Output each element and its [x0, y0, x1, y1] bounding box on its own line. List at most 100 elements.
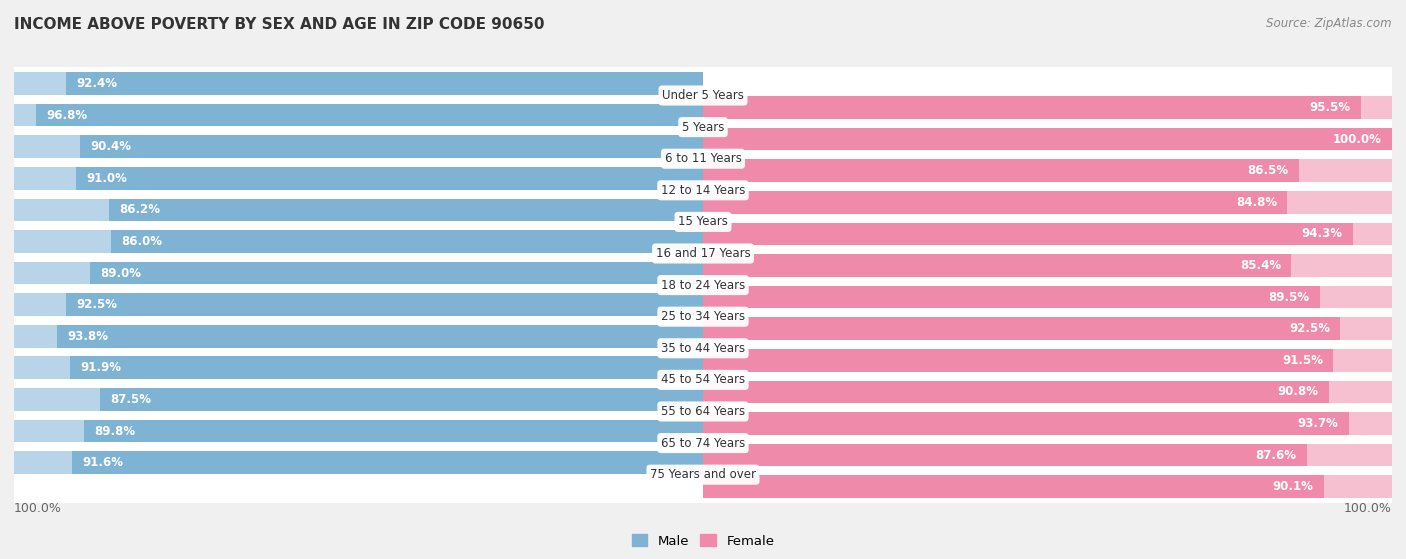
Text: 92.5%: 92.5% — [1289, 322, 1330, 335]
Bar — [84, 420, 703, 442]
Text: 12 to 14 Years: 12 to 14 Years — [661, 184, 745, 197]
Bar — [703, 96, 1361, 119]
Bar — [703, 444, 1306, 466]
Bar — [703, 318, 1340, 340]
Bar — [703, 444, 1392, 466]
Bar — [14, 135, 703, 158]
Bar — [66, 72, 703, 95]
Bar — [14, 357, 703, 379]
Text: 92.5%: 92.5% — [76, 298, 117, 311]
Bar — [703, 349, 1333, 372]
Bar — [703, 381, 1329, 403]
Bar — [703, 191, 1392, 214]
Text: 91.0%: 91.0% — [86, 172, 128, 185]
Bar — [14, 293, 703, 316]
FancyBboxPatch shape — [0, 339, 1406, 421]
Bar — [703, 475, 1323, 498]
FancyBboxPatch shape — [0, 307, 1406, 390]
Text: 92.4%: 92.4% — [77, 77, 118, 90]
Text: 25 to 34 Years: 25 to 34 Years — [661, 310, 745, 323]
Text: 55 to 64 Years: 55 to 64 Years — [661, 405, 745, 418]
Bar — [14, 72, 703, 95]
Text: 86.0%: 86.0% — [121, 235, 162, 248]
Bar — [703, 159, 1299, 182]
Text: 91.9%: 91.9% — [80, 361, 121, 375]
Bar — [110, 198, 703, 221]
Bar — [72, 451, 703, 474]
Text: INCOME ABOVE POVERTY BY SEX AND AGE IN ZIP CODE 90650: INCOME ABOVE POVERTY BY SEX AND AGE IN Z… — [14, 17, 544, 32]
Bar — [14, 262, 703, 285]
Bar — [66, 293, 703, 316]
FancyBboxPatch shape — [0, 402, 1406, 484]
Bar — [703, 222, 1392, 245]
Text: 15 Years: 15 Years — [678, 215, 728, 229]
Text: 94.3%: 94.3% — [1302, 228, 1343, 240]
Text: 90.8%: 90.8% — [1277, 385, 1319, 399]
Text: 45 to 54 Years: 45 to 54 Years — [661, 373, 745, 386]
FancyBboxPatch shape — [0, 86, 1406, 168]
Text: 90.1%: 90.1% — [1272, 480, 1313, 493]
Bar — [703, 159, 1392, 182]
Bar — [14, 104, 703, 126]
Text: 89.0%: 89.0% — [100, 267, 141, 280]
Bar — [100, 388, 703, 411]
Bar — [70, 357, 703, 379]
FancyBboxPatch shape — [0, 181, 1406, 263]
Bar — [14, 167, 703, 190]
Bar — [703, 254, 1392, 277]
Text: 95.5%: 95.5% — [1309, 101, 1351, 114]
Text: 100.0%: 100.0% — [1333, 132, 1382, 145]
Bar — [703, 128, 1392, 150]
Text: 100.0%: 100.0% — [14, 503, 62, 515]
Bar — [703, 128, 1392, 150]
Bar — [703, 381, 1392, 403]
Text: 65 to 74 Years: 65 to 74 Years — [661, 437, 745, 449]
Text: 89.8%: 89.8% — [94, 425, 136, 438]
Bar — [703, 286, 1320, 309]
Bar — [111, 230, 703, 253]
Bar — [14, 388, 703, 411]
Text: 96.8%: 96.8% — [46, 108, 87, 122]
Text: 18 to 24 Years: 18 to 24 Years — [661, 278, 745, 292]
Text: 93.7%: 93.7% — [1298, 417, 1339, 430]
Bar — [14, 198, 703, 221]
FancyBboxPatch shape — [0, 276, 1406, 358]
Text: 5 Years: 5 Years — [682, 121, 724, 134]
Bar — [703, 349, 1392, 372]
Bar — [37, 104, 703, 126]
FancyBboxPatch shape — [0, 149, 1406, 231]
Bar — [76, 167, 703, 190]
FancyBboxPatch shape — [0, 54, 1406, 136]
Text: 75 Years and over: 75 Years and over — [650, 468, 756, 481]
Bar — [14, 325, 703, 348]
Bar — [80, 135, 703, 158]
Text: 35 to 44 Years: 35 to 44 Years — [661, 342, 745, 355]
Bar — [14, 420, 703, 442]
Text: 100.0%: 100.0% — [1344, 503, 1392, 515]
Bar — [703, 96, 1392, 119]
Bar — [703, 412, 1348, 435]
Bar — [703, 191, 1288, 214]
Text: 90.4%: 90.4% — [90, 140, 132, 153]
Text: Under 5 Years: Under 5 Years — [662, 89, 744, 102]
Text: 91.6%: 91.6% — [83, 456, 124, 469]
Text: 89.5%: 89.5% — [1268, 291, 1309, 304]
FancyBboxPatch shape — [0, 212, 1406, 295]
Bar — [703, 318, 1392, 340]
Text: 85.4%: 85.4% — [1240, 259, 1281, 272]
Text: 86.5%: 86.5% — [1247, 164, 1289, 177]
FancyBboxPatch shape — [0, 117, 1406, 200]
Bar — [703, 412, 1392, 435]
FancyBboxPatch shape — [0, 371, 1406, 453]
Bar — [14, 230, 703, 253]
Text: 91.5%: 91.5% — [1282, 354, 1323, 367]
Legend: Male, Female: Male, Female — [626, 529, 780, 553]
Text: 16 and 17 Years: 16 and 17 Years — [655, 247, 751, 260]
Bar — [703, 254, 1291, 277]
Bar — [703, 222, 1353, 245]
Bar — [703, 286, 1392, 309]
Text: 87.5%: 87.5% — [111, 393, 152, 406]
FancyBboxPatch shape — [0, 244, 1406, 326]
Text: 84.8%: 84.8% — [1236, 196, 1277, 209]
Text: 86.2%: 86.2% — [120, 203, 160, 216]
